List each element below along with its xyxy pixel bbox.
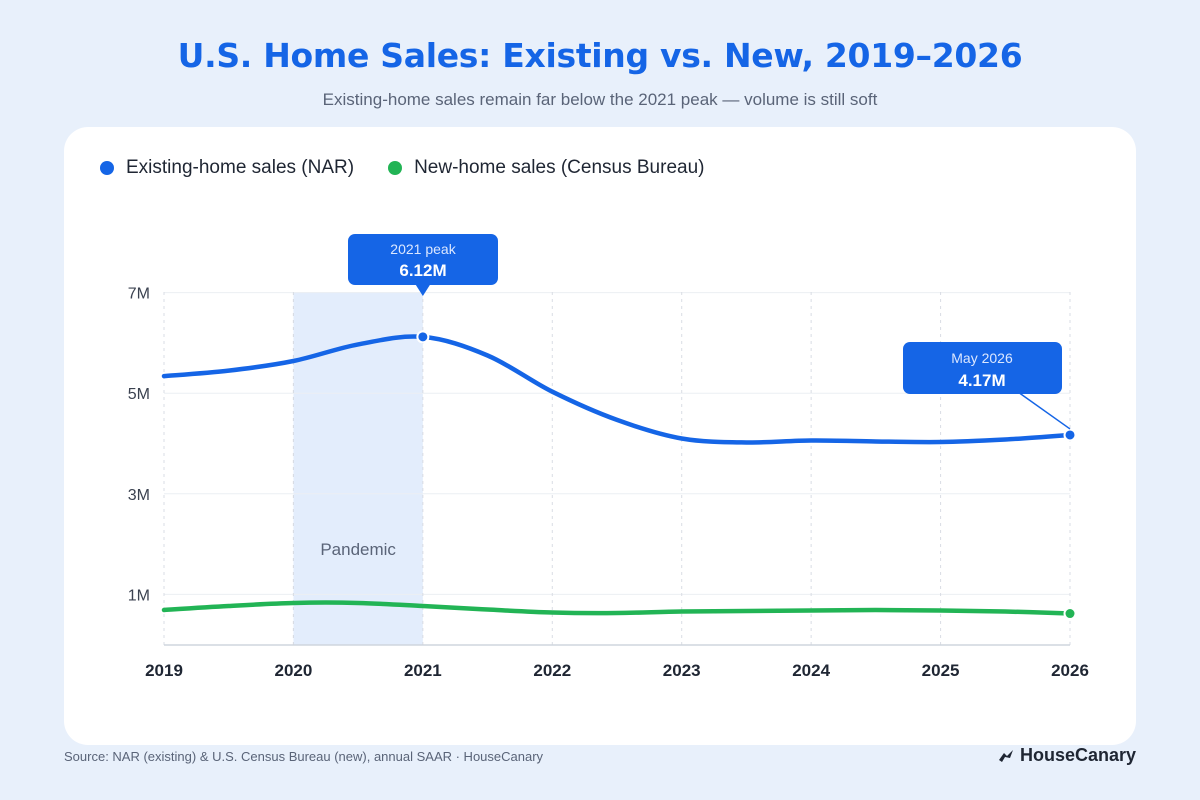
- legend-label-new: New-home sales (Census Bureau): [414, 157, 705, 178]
- y-tick-label: 1M: [128, 587, 150, 604]
- latest-callout-leader: [1017, 391, 1071, 430]
- chart-subtitle: Existing-home sales remain far below the…: [322, 90, 878, 109]
- bird-icon: [998, 749, 1013, 762]
- y-tick-label: 5M: [128, 386, 150, 403]
- peak-marker: [416, 330, 430, 344]
- y-tick-label: 7M: [128, 286, 150, 303]
- peak-callout-label: 2021 peak: [390, 241, 456, 257]
- chart-card: [64, 127, 1136, 745]
- latest-callout-value: 4.17M: [958, 371, 1005, 390]
- latest-callout-label: May 2026: [951, 350, 1013, 366]
- series-endpoint-new: [1063, 607, 1077, 621]
- x-tick-label: 2019: [145, 661, 183, 680]
- series-endpoint-existing: [1063, 428, 1077, 442]
- x-tick-label: 2021: [404, 661, 442, 680]
- latest-callout-box: [903, 342, 1062, 394]
- legend: Existing-home sales (NAR) New-home sales…: [100, 157, 704, 179]
- x-tick-label: 2020: [275, 661, 313, 680]
- peak-callout-box: [348, 234, 498, 285]
- pandemic-shade: [293, 292, 423, 645]
- peak-callout-pointer: [415, 285, 430, 296]
- x-tick-label: 2025: [922, 661, 960, 680]
- brand-logo: HouseCanary: [998, 745, 1136, 766]
- pandemic-label: Pandemic: [320, 540, 396, 559]
- chart-title: U.S. Home Sales: Existing vs. New, 2019–…: [177, 36, 1023, 75]
- y-tick-label: 3M: [128, 487, 150, 504]
- x-tick-label: 2024: [792, 661, 830, 680]
- series-line-existing: [161, 334, 1073, 445]
- x-tick-label: 2026: [1051, 661, 1089, 680]
- legend-item-existing: Existing-home sales (NAR): [100, 157, 354, 179]
- legend-item-new: New-home sales (Census Bureau): [388, 157, 704, 179]
- x-tick-label: 2022: [533, 661, 571, 680]
- series-line-new: [161, 600, 1073, 616]
- legend-dot-existing: [100, 161, 114, 175]
- brand-name: HouseCanary: [1019, 745, 1136, 765]
- legend-label-existing: Existing-home sales (NAR): [126, 157, 355, 178]
- peak-callout-value: 6.12M: [399, 261, 446, 280]
- x-tick-label: 2023: [663, 661, 701, 680]
- legend-dot-new: [388, 161, 403, 175]
- source-note: Source: NAR (existing) & U.S. Census Bur…: [64, 749, 544, 764]
